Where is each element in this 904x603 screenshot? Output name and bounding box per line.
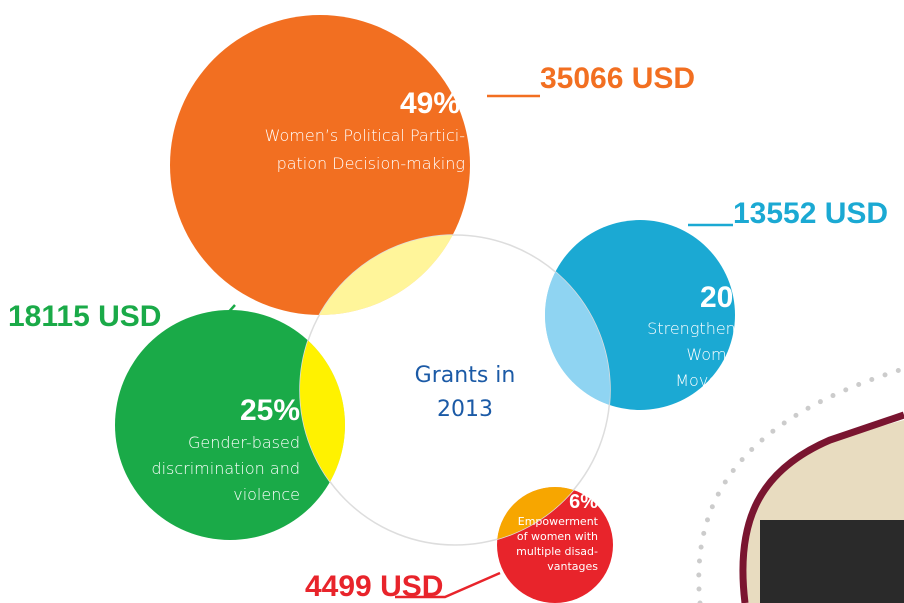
- label: Strengthening: [647, 319, 760, 338]
- label: Gender-based: [188, 433, 300, 452]
- center-label: Grants in: [415, 363, 516, 388]
- label: Women’s Political Partici-: [265, 126, 465, 145]
- infographic: Grants in 2013 49% Women’s Political Par…: [0, 0, 904, 603]
- label: vantages: [547, 560, 598, 573]
- label: discrimination and: [151, 459, 300, 478]
- page: {"center": {"lines": ["Grants in", "2013…: [0, 0, 904, 603]
- percent: 25%: [240, 394, 300, 427]
- label: multiple disad-: [516, 545, 598, 558]
- amount: 35066 USD: [540, 62, 695, 95]
- label: pation Decision-making: [277, 154, 465, 173]
- label: Empowerment: [518, 515, 599, 528]
- label: Women’s: [686, 345, 760, 364]
- percent: 6%: [569, 491, 598, 513]
- label: of women with: [517, 530, 598, 543]
- photo-decoration: [699, 370, 904, 603]
- amount: 13552 USD: [733, 197, 888, 230]
- label: violence: [233, 485, 300, 504]
- amount: 18115 USD: [8, 300, 161, 333]
- label: Movement: [675, 371, 760, 390]
- center-label: 2013: [437, 397, 493, 422]
- percent: 49%: [400, 87, 460, 120]
- amount: 4499 USD: [305, 570, 443, 603]
- percent: 20%: [700, 281, 760, 314]
